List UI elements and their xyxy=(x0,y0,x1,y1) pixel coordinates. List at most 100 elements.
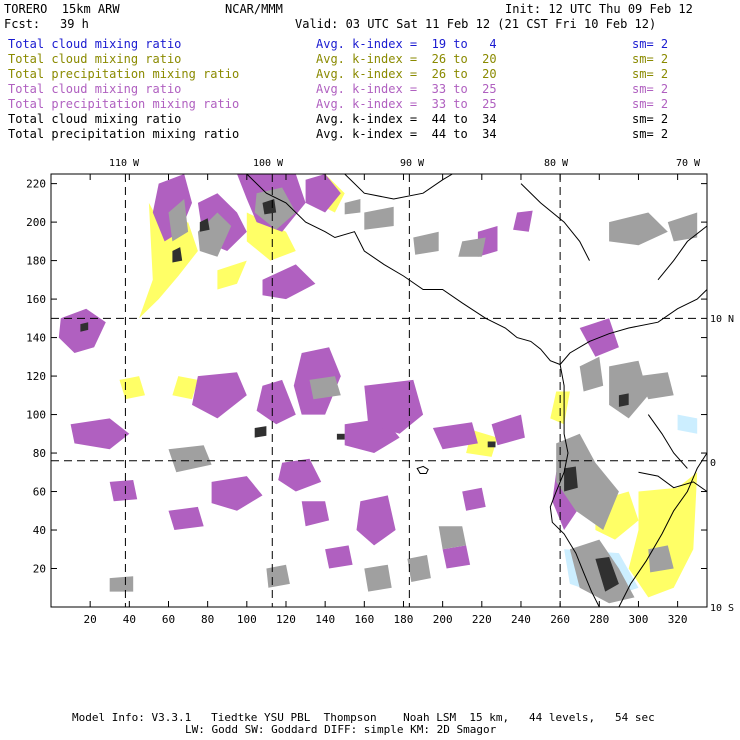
lon-label-0: 110 W xyxy=(109,158,140,169)
legend-index-5: Avg. k-index = 44 to 34 xyxy=(316,112,497,126)
x-tick-label-5: 120 xyxy=(276,613,296,626)
field-area-gray-46 xyxy=(609,212,668,246)
legend-field-2: Total precipitation mixing ratio xyxy=(8,67,240,81)
init-time: Init: 12 UTC Thu 09 Feb 12 xyxy=(505,2,693,16)
legend-index-0: Avg. k-index = 19 to 4 xyxy=(316,37,497,51)
field-area-purple-18 xyxy=(192,372,247,419)
y-tick-label-6: 100 xyxy=(26,409,46,422)
field-area-gray-59 xyxy=(109,576,134,592)
field-area-purple-27 xyxy=(432,422,478,450)
lat-label-2: 10 S xyxy=(710,603,734,614)
coastline-0 xyxy=(246,173,561,365)
x-tick-label-4: 100 xyxy=(237,613,257,626)
legend-field-6: Total precipitation mixing ratio xyxy=(8,127,240,141)
field-area-dark-64 xyxy=(80,322,89,332)
y-tick-label-5: 120 xyxy=(26,370,46,383)
y-tick-label-0: 220 xyxy=(26,178,46,191)
legend-index-6: Avg. k-index = 44 to 34 xyxy=(316,127,497,141)
coastline-3 xyxy=(549,364,600,608)
y-axis: 220 200 180 160 140 120 100 80 60 40 20 xyxy=(26,178,707,576)
field-area-yellow-7 xyxy=(550,391,570,425)
x-tick-label-0: 20 xyxy=(84,613,97,626)
field-area-gray-58 xyxy=(648,545,674,573)
x-tick-label-8: 180 xyxy=(394,613,414,626)
legend-sm-2: sm= 2 xyxy=(632,67,669,81)
field-area-dark-68 xyxy=(564,466,578,492)
x-tick-label-7: 160 xyxy=(354,613,374,626)
field-area-dark-67 xyxy=(487,441,496,448)
y-tick-label-4: 140 xyxy=(26,332,46,345)
coastline-2 xyxy=(559,289,708,365)
legend-sm-0: sm= 2 xyxy=(632,37,669,51)
coastline-4 xyxy=(618,452,708,608)
lon-label-3: 80 W xyxy=(544,158,569,169)
field-area-gray-53 xyxy=(556,433,619,530)
coastlines xyxy=(246,173,708,608)
y-tick-label-1: 200 xyxy=(26,216,46,229)
field-area-gray-39 xyxy=(168,199,189,242)
x-tick-label-11: 240 xyxy=(511,613,531,626)
lon-labels: 110 W 100 W 90 W 80 W 70 W xyxy=(109,158,701,169)
field-area-purple-30 xyxy=(109,480,138,502)
legend-field-4: Total precipitation mixing ratio xyxy=(8,97,240,111)
coastline-5 xyxy=(638,471,708,492)
field-area-gray-47 xyxy=(667,212,698,242)
field-area-yellow-5 xyxy=(172,376,198,400)
lat-label-0: 10 N xyxy=(710,314,734,325)
y-tick-label-9: 40 xyxy=(33,524,46,537)
field-area-gray-50 xyxy=(438,526,467,550)
field-area-purple-22 xyxy=(364,379,424,434)
x-tick-label-6: 140 xyxy=(315,613,335,626)
field-area-gray-52 xyxy=(364,564,392,592)
legend-field-5: Total cloud mixing ratio xyxy=(8,112,182,126)
field-area-dark-61 xyxy=(172,247,183,263)
x-tick-label-15: 320 xyxy=(668,613,688,626)
field-area-lightblue-11 xyxy=(677,414,698,434)
legend-index-1: Avg. k-index = 26 to 20 xyxy=(316,52,497,66)
field-area-yellow-8 xyxy=(628,472,698,598)
field-area-purple-28 xyxy=(491,414,525,446)
legend-index-4: Avg. k-index = 33 to 25 xyxy=(316,97,497,111)
legend-index-2: Avg. k-index = 26 to 20 xyxy=(316,67,497,81)
field-area-gray-45 xyxy=(458,237,486,257)
field-area-gray-42 xyxy=(344,199,361,215)
x-tick-label-1: 40 xyxy=(123,613,136,626)
field-area-purple-32 xyxy=(325,545,353,569)
field-area-yellow-4 xyxy=(119,376,145,400)
field-area-purple-35 xyxy=(442,545,471,569)
y-tick-label-7: 80 xyxy=(33,447,46,460)
y-tick-label-8: 60 xyxy=(33,486,46,499)
x-tick-label-10: 220 xyxy=(472,613,492,626)
field-area-purple-25 xyxy=(278,458,322,492)
x-tick-label-2: 60 xyxy=(162,613,175,626)
field-area-purple-15 xyxy=(305,174,341,213)
model-title: TORERO 15km ARW xyxy=(4,2,120,16)
field-area-purple-31 xyxy=(168,506,204,530)
lat-labels: 10 N 0 10 S xyxy=(710,314,734,614)
x-tick-label-3: 80 xyxy=(201,613,214,626)
map-frame xyxy=(50,173,708,608)
field-area-gray-49 xyxy=(309,376,341,400)
field-area-gray-44 xyxy=(413,231,439,255)
field-area-purple-26 xyxy=(356,495,396,546)
field-area-yellow-2 xyxy=(246,212,296,261)
field-area-purple-29 xyxy=(301,501,330,527)
legend-field-3: Total cloud mixing ratio xyxy=(8,82,182,96)
lat-label-1: 0 xyxy=(710,458,716,469)
field-area-purple-37 xyxy=(513,210,533,232)
center-label: NCAR/MMM xyxy=(225,2,283,16)
fcst-value: 39 h xyxy=(60,17,89,31)
field-area-purple-24 xyxy=(211,476,263,511)
field-area-gray-48 xyxy=(168,445,212,473)
x-tick-label-13: 280 xyxy=(589,613,609,626)
x-axis: 20 40 60 80 100 120 140 160 180 200 220 240 260 280 30… xyxy=(84,174,688,626)
legend-field-0: Total cloud mixing ratio xyxy=(8,37,182,51)
valid-time: Valid: 03 UTC Sat 11 Feb 12 (21 CST Fri … xyxy=(295,17,657,31)
field-area-yellow-1 xyxy=(217,260,247,290)
field-area-gray-55 xyxy=(609,360,649,419)
y-tick-label-2: 180 xyxy=(26,255,46,268)
coastline-8 xyxy=(657,225,708,281)
field-area-gray-56 xyxy=(638,372,674,400)
field-area-purple-38 xyxy=(462,487,486,511)
